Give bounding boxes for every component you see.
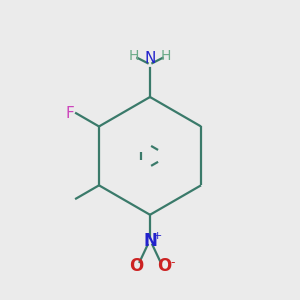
Text: H: H (161, 50, 171, 63)
Text: -: - (171, 256, 175, 269)
Text: O: O (129, 256, 143, 274)
Text: H: H (129, 50, 139, 63)
Text: O: O (157, 256, 171, 274)
Text: +: + (153, 231, 162, 241)
Text: N: N (144, 51, 156, 66)
Text: N: N (143, 232, 157, 250)
Text: F: F (66, 106, 75, 121)
